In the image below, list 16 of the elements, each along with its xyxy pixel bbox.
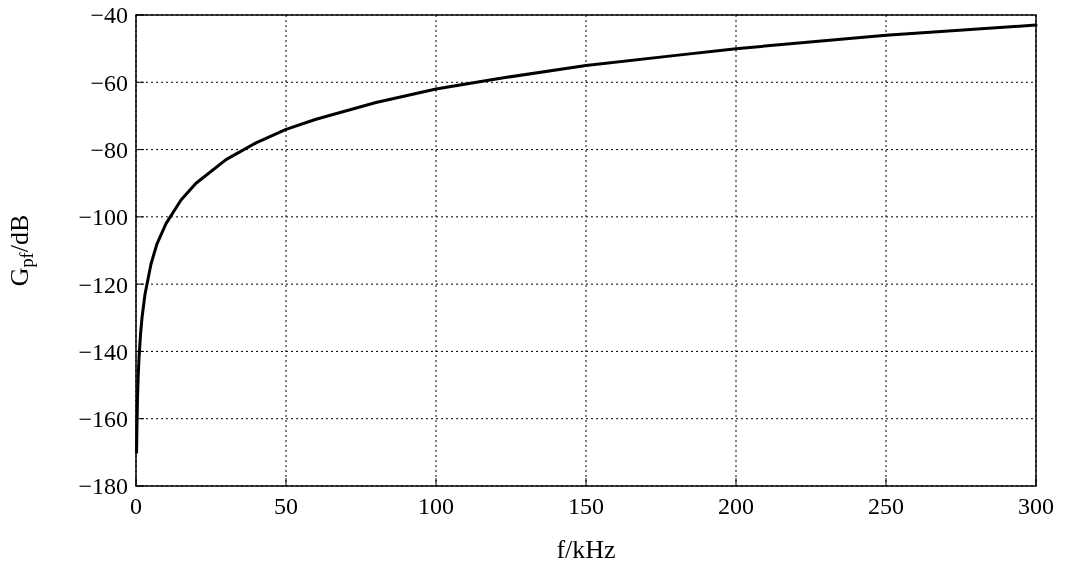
x-tick-label: 300 xyxy=(1018,493,1054,519)
y-tick-label: −120 xyxy=(78,271,128,298)
x-tick-label: 0 xyxy=(130,493,142,519)
y-tick-label: −100 xyxy=(78,204,128,231)
x-tick-label: 200 xyxy=(718,493,754,519)
x-tick-label: 100 xyxy=(418,493,454,519)
y-tick-label: −180 xyxy=(78,473,128,500)
x-tick-label: 250 xyxy=(868,493,904,519)
x-tick-label: 50 xyxy=(274,493,298,519)
y-tick-label: −60 xyxy=(90,69,128,96)
y-tick-label: −160 xyxy=(78,406,128,433)
x-tick-label: 150 xyxy=(568,493,604,519)
y-tick-label: −140 xyxy=(78,338,128,365)
y-tick-label: −80 xyxy=(90,136,128,163)
x-axis-title: f/kHz xyxy=(556,535,616,564)
y-tick-label: −40 xyxy=(90,2,128,29)
